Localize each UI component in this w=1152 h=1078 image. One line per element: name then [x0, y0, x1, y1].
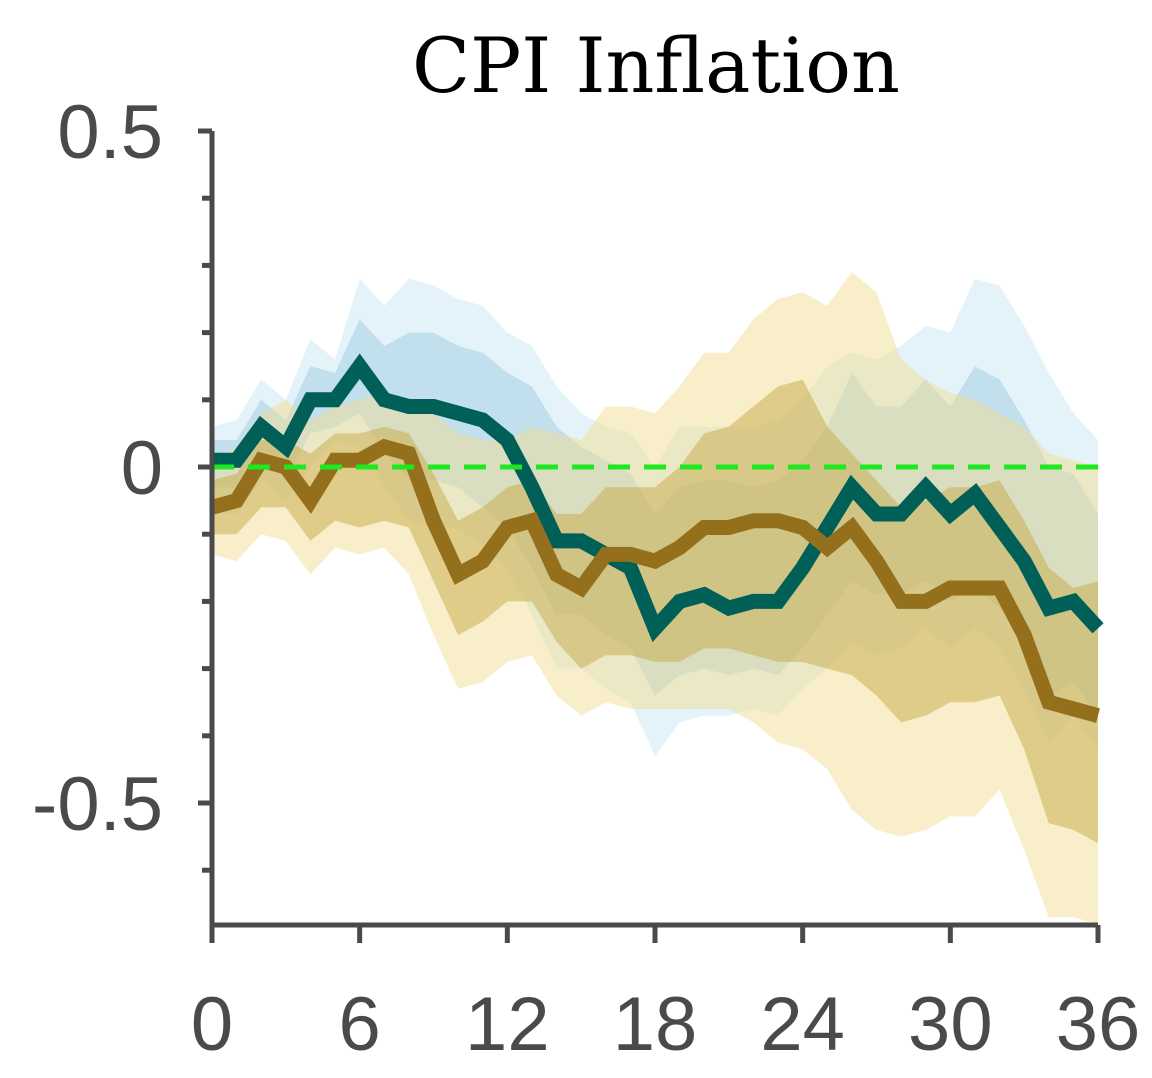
x-tick-label: 6	[339, 982, 381, 1067]
x-tick-label: 36	[1056, 982, 1141, 1067]
y-tick-label: -0.5	[32, 762, 163, 847]
x-tick-label: 0	[191, 982, 233, 1067]
x-tick-label: 12	[465, 982, 550, 1067]
x-tick-label: 18	[613, 982, 698, 1067]
x-tick-label: 30	[908, 982, 993, 1067]
y-tick-label: 0	[121, 426, 163, 511]
confidence-bands	[212, 272, 1098, 925]
chart-title: CPI Inflation	[412, 21, 900, 110]
series-2-line	[210, 438, 1100, 723]
series-lines	[210, 353, 1104, 723]
y-tick-label: 0.5	[57, 90, 163, 175]
x-tick-label: 24	[760, 982, 845, 1067]
axes: 0.5 0 -0.5 0 6 12 18 24 30 36	[32, 90, 1140, 1067]
series-1-line	[212, 353, 1104, 643]
